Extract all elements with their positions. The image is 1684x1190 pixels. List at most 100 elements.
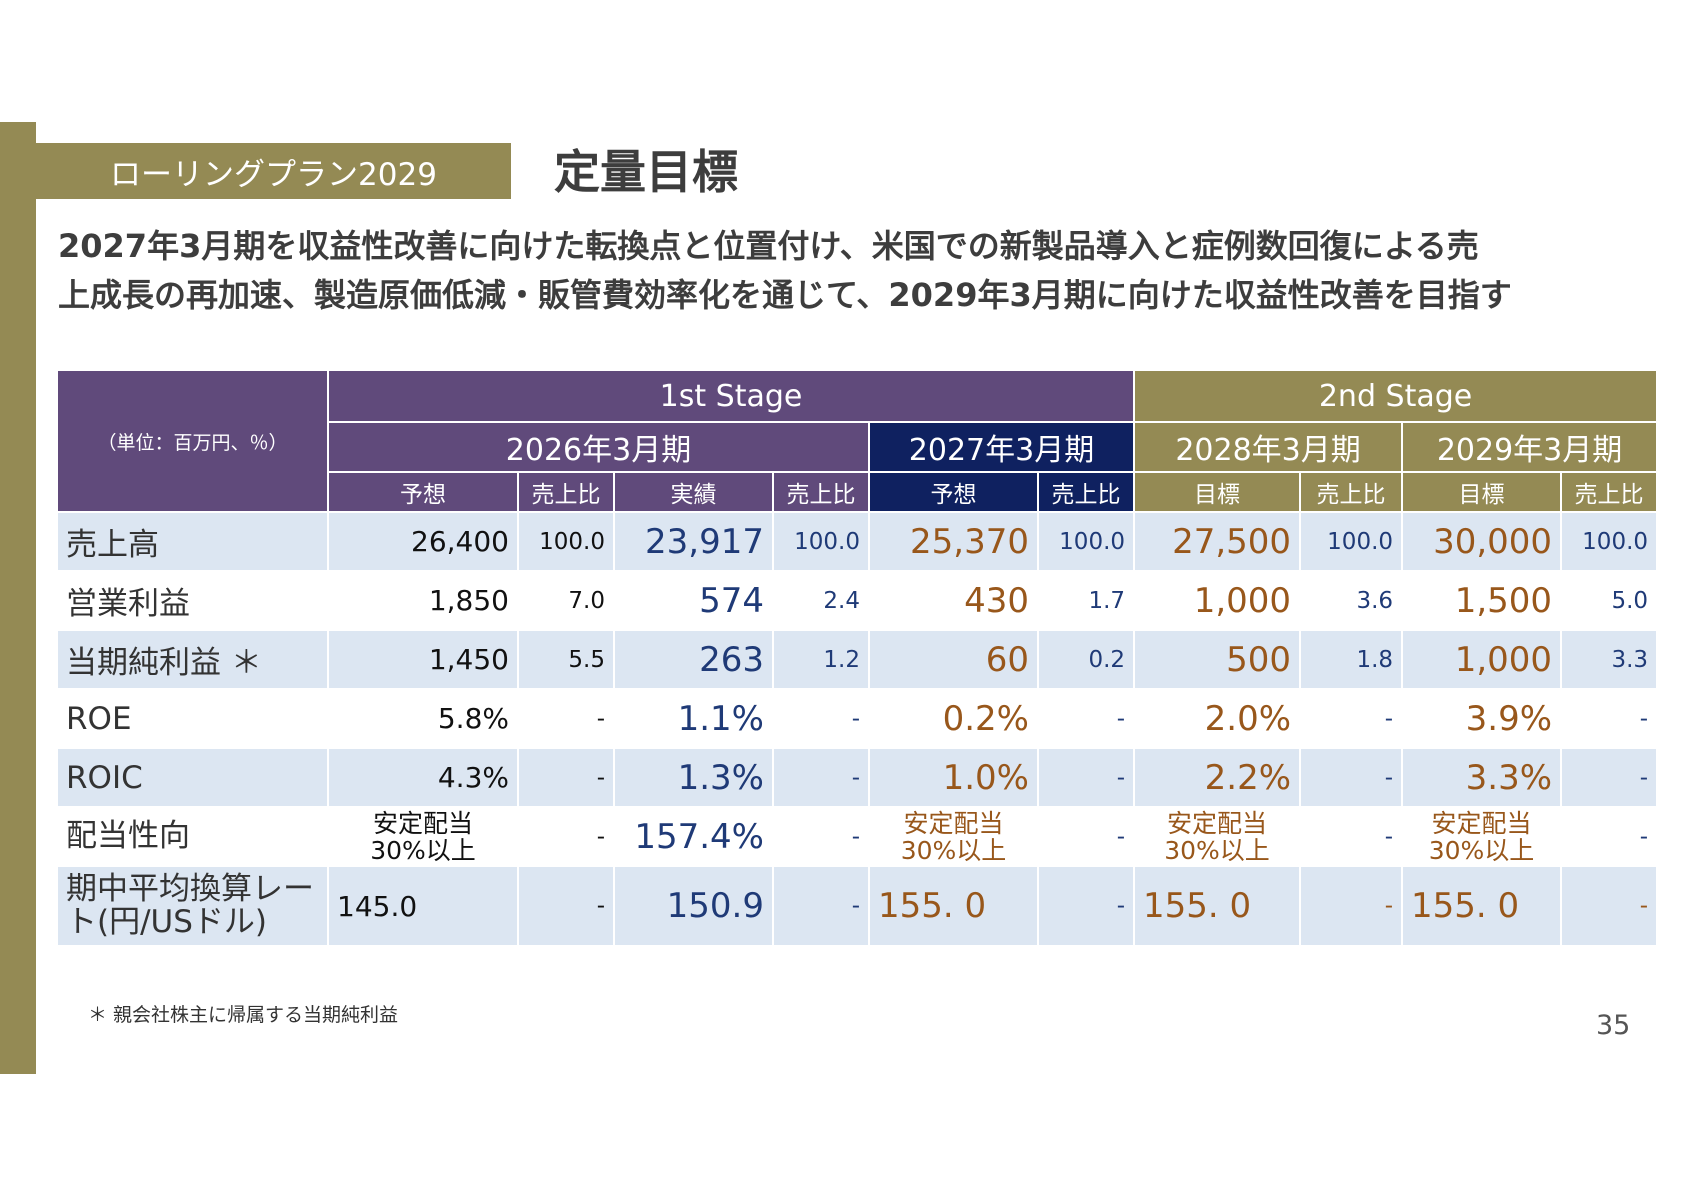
cell-value: 2.2% <box>1133 747 1302 808</box>
cell-value: 1.3% <box>613 747 774 808</box>
subheader-target: 目標 <box>1133 471 1302 513</box>
cell-ratio: 7.0 <box>517 570 615 631</box>
cell-value: 安定配当 30%以上 <box>868 806 1039 867</box>
cell-ratio: 1.7 <box>1036 570 1136 631</box>
cell-ratio: - <box>517 688 615 749</box>
cell-value: 5.8% <box>327 688 519 749</box>
cell-ratio: 3.3 <box>1560 629 1659 690</box>
cell-value: 263 <box>613 629 774 690</box>
stage1-header: 1st Stage <box>326 369 1136 423</box>
cell-ratio: - <box>517 747 615 808</box>
cell-ratio: - <box>1560 747 1659 808</box>
subheader-sales-ratio: 売上比 <box>517 471 615 513</box>
table-row-roic: ROIC 4.3% - 1.3% - 1.0% - 2.2% - 3.3% - <box>56 747 1659 808</box>
cell-ratio: 1.8 <box>1299 629 1404 690</box>
cell-ratio: 3.6 <box>1299 570 1404 631</box>
cell-value: 155. 0 <box>868 865 1039 947</box>
year-header-2029: 2029年3月期 <box>1401 421 1659 473</box>
cell-value: 0.2% <box>868 688 1039 749</box>
row-label: 配当性向 <box>56 806 329 867</box>
cell-value: 1.1% <box>613 688 774 749</box>
cell-ratio: - <box>517 806 615 867</box>
cell-ratio: - <box>1560 806 1659 867</box>
cell-value: 574 <box>613 570 774 631</box>
stage2-header: 2nd Stage <box>1133 369 1659 423</box>
cell-value: 150.9 <box>613 865 774 947</box>
cell-value: 安定配当 30%以上 <box>327 806 519 867</box>
year-header-2028: 2028年3月期 <box>1133 421 1404 473</box>
cell-ratio: - <box>1299 688 1404 749</box>
subtitle-line-1: 2027年3月期を収益性改善に向けた転換点と位置付け、米国での新製品導入と症例数… <box>58 227 1479 265</box>
cell-ratio: - <box>1036 806 1136 867</box>
cell-ratio: - <box>1036 688 1136 749</box>
cell-value: 安定配当 30%以上 <box>1401 806 1563 867</box>
year-header-2026: 2026年3月期 <box>327 421 870 473</box>
cell-ratio: - <box>772 688 870 749</box>
cell-value: 145.0 <box>327 865 519 947</box>
cell-value: 60 <box>868 629 1039 690</box>
table-row-payout-ratio: 配当性向 安定配当 30%以上 - 157.4% - 安定配当 30%以上 - … <box>56 806 1659 867</box>
cell-value: 430 <box>868 570 1039 631</box>
cell-ratio: 0.2 <box>1036 629 1136 690</box>
subheader-actual: 実績 <box>613 471 774 513</box>
cell-ratio: 100.0 <box>1299 511 1404 572</box>
subtitle-line-2: 上成長の再加速、製造原価低減・販管費効率化を通じて、2029年3月期に向けた収益… <box>58 276 1512 314</box>
section-tag: ローリングプラン2029 <box>36 143 511 199</box>
row-label: 営業利益 <box>56 570 329 631</box>
cell-ratio: - <box>1036 747 1136 808</box>
cell-value: 1,000 <box>1401 629 1563 690</box>
cell-value: 30,000 <box>1401 511 1563 572</box>
table-row-sales: 売上高 26,400 100.0 23,917 100.0 25,370 100… <box>56 511 1659 572</box>
subheader-sales-ratio: 売上比 <box>1299 471 1404 513</box>
cell-ratio: 5.5 <box>517 629 615 690</box>
cell-value: 安定配当 30%以上 <box>1133 806 1302 867</box>
cell-ratio: - <box>772 747 870 808</box>
subheader-forecast: 予想 <box>327 471 519 513</box>
cell-value: 1,850 <box>327 570 519 631</box>
cell-value: 27,500 <box>1133 511 1302 572</box>
cell-value: 25,370 <box>868 511 1039 572</box>
cell-value: 26,400 <box>327 511 519 572</box>
row-label: 売上高 <box>56 511 329 572</box>
cell-value: 3.9% <box>1401 688 1563 749</box>
cell-value: 3.3% <box>1401 747 1563 808</box>
cell-value: 1,500 <box>1401 570 1563 631</box>
cell-value: 23,917 <box>613 511 774 572</box>
footnote: ＊ 親会社株主に帰属する当期純利益 <box>88 1004 399 1026</box>
page-number: 35 <box>1596 1010 1631 1041</box>
table-row-roe: ROE 5.8% - 1.1% - 0.2% - 2.0% - 3.9% - <box>56 688 1659 749</box>
table-row-net-income: 当期純利益 ＊ 1,450 5.5 263 1.2 60 0.2 500 1.8… <box>56 629 1659 690</box>
cell-ratio: - <box>1036 865 1136 947</box>
cell-value: 155. 0 <box>1401 865 1563 947</box>
table-row-exchange-rate: 期中平均換算レー ト(円/USドル) 145.0 - 150.9 - 155. … <box>56 865 1659 947</box>
cell-ratio: 100.0 <box>772 511 870 572</box>
subheader-forecast: 予想 <box>868 471 1039 513</box>
cell-value: 1.0% <box>868 747 1039 808</box>
cell-ratio: 100.0 <box>1036 511 1136 572</box>
cell-ratio: - <box>1560 688 1659 749</box>
cell-ratio: - <box>772 806 870 867</box>
cell-value: 1,000 <box>1133 570 1302 631</box>
sidebar-accent-bar <box>0 122 36 1074</box>
cell-value: 155. 0 <box>1133 865 1302 947</box>
cell-value: 4.3% <box>327 747 519 808</box>
row-label: ROIC <box>56 747 329 808</box>
row-label: 期中平均換算レー ト(円/USドル) <box>56 865 329 947</box>
cell-ratio: - <box>1560 865 1659 947</box>
cell-value: 2.0% <box>1133 688 1302 749</box>
cell-ratio: - <box>1299 865 1404 947</box>
cell-ratio: 100.0 <box>517 511 615 572</box>
cell-value: 500 <box>1133 629 1302 690</box>
year-header-2027: 2027年3月期 <box>867 421 1136 473</box>
cell-ratio: - <box>517 865 615 947</box>
cell-ratio: - <box>1299 747 1404 808</box>
table-row-operating-profit: 営業利益 1,850 7.0 574 2.4 430 1.7 1,000 3.6… <box>56 570 1659 631</box>
unit-header: （単位：百万円、％） <box>56 369 329 513</box>
subheader-sales-ratio: 売上比 <box>772 471 870 513</box>
subheader-target: 目標 <box>1401 471 1563 513</box>
cell-ratio: - <box>772 865 870 947</box>
row-label: 当期純利益 ＊ <box>56 629 329 690</box>
subheader-sales-ratio: 売上比 <box>1036 471 1136 513</box>
cell-value: 1,450 <box>327 629 519 690</box>
cell-ratio: 1.2 <box>772 629 870 690</box>
